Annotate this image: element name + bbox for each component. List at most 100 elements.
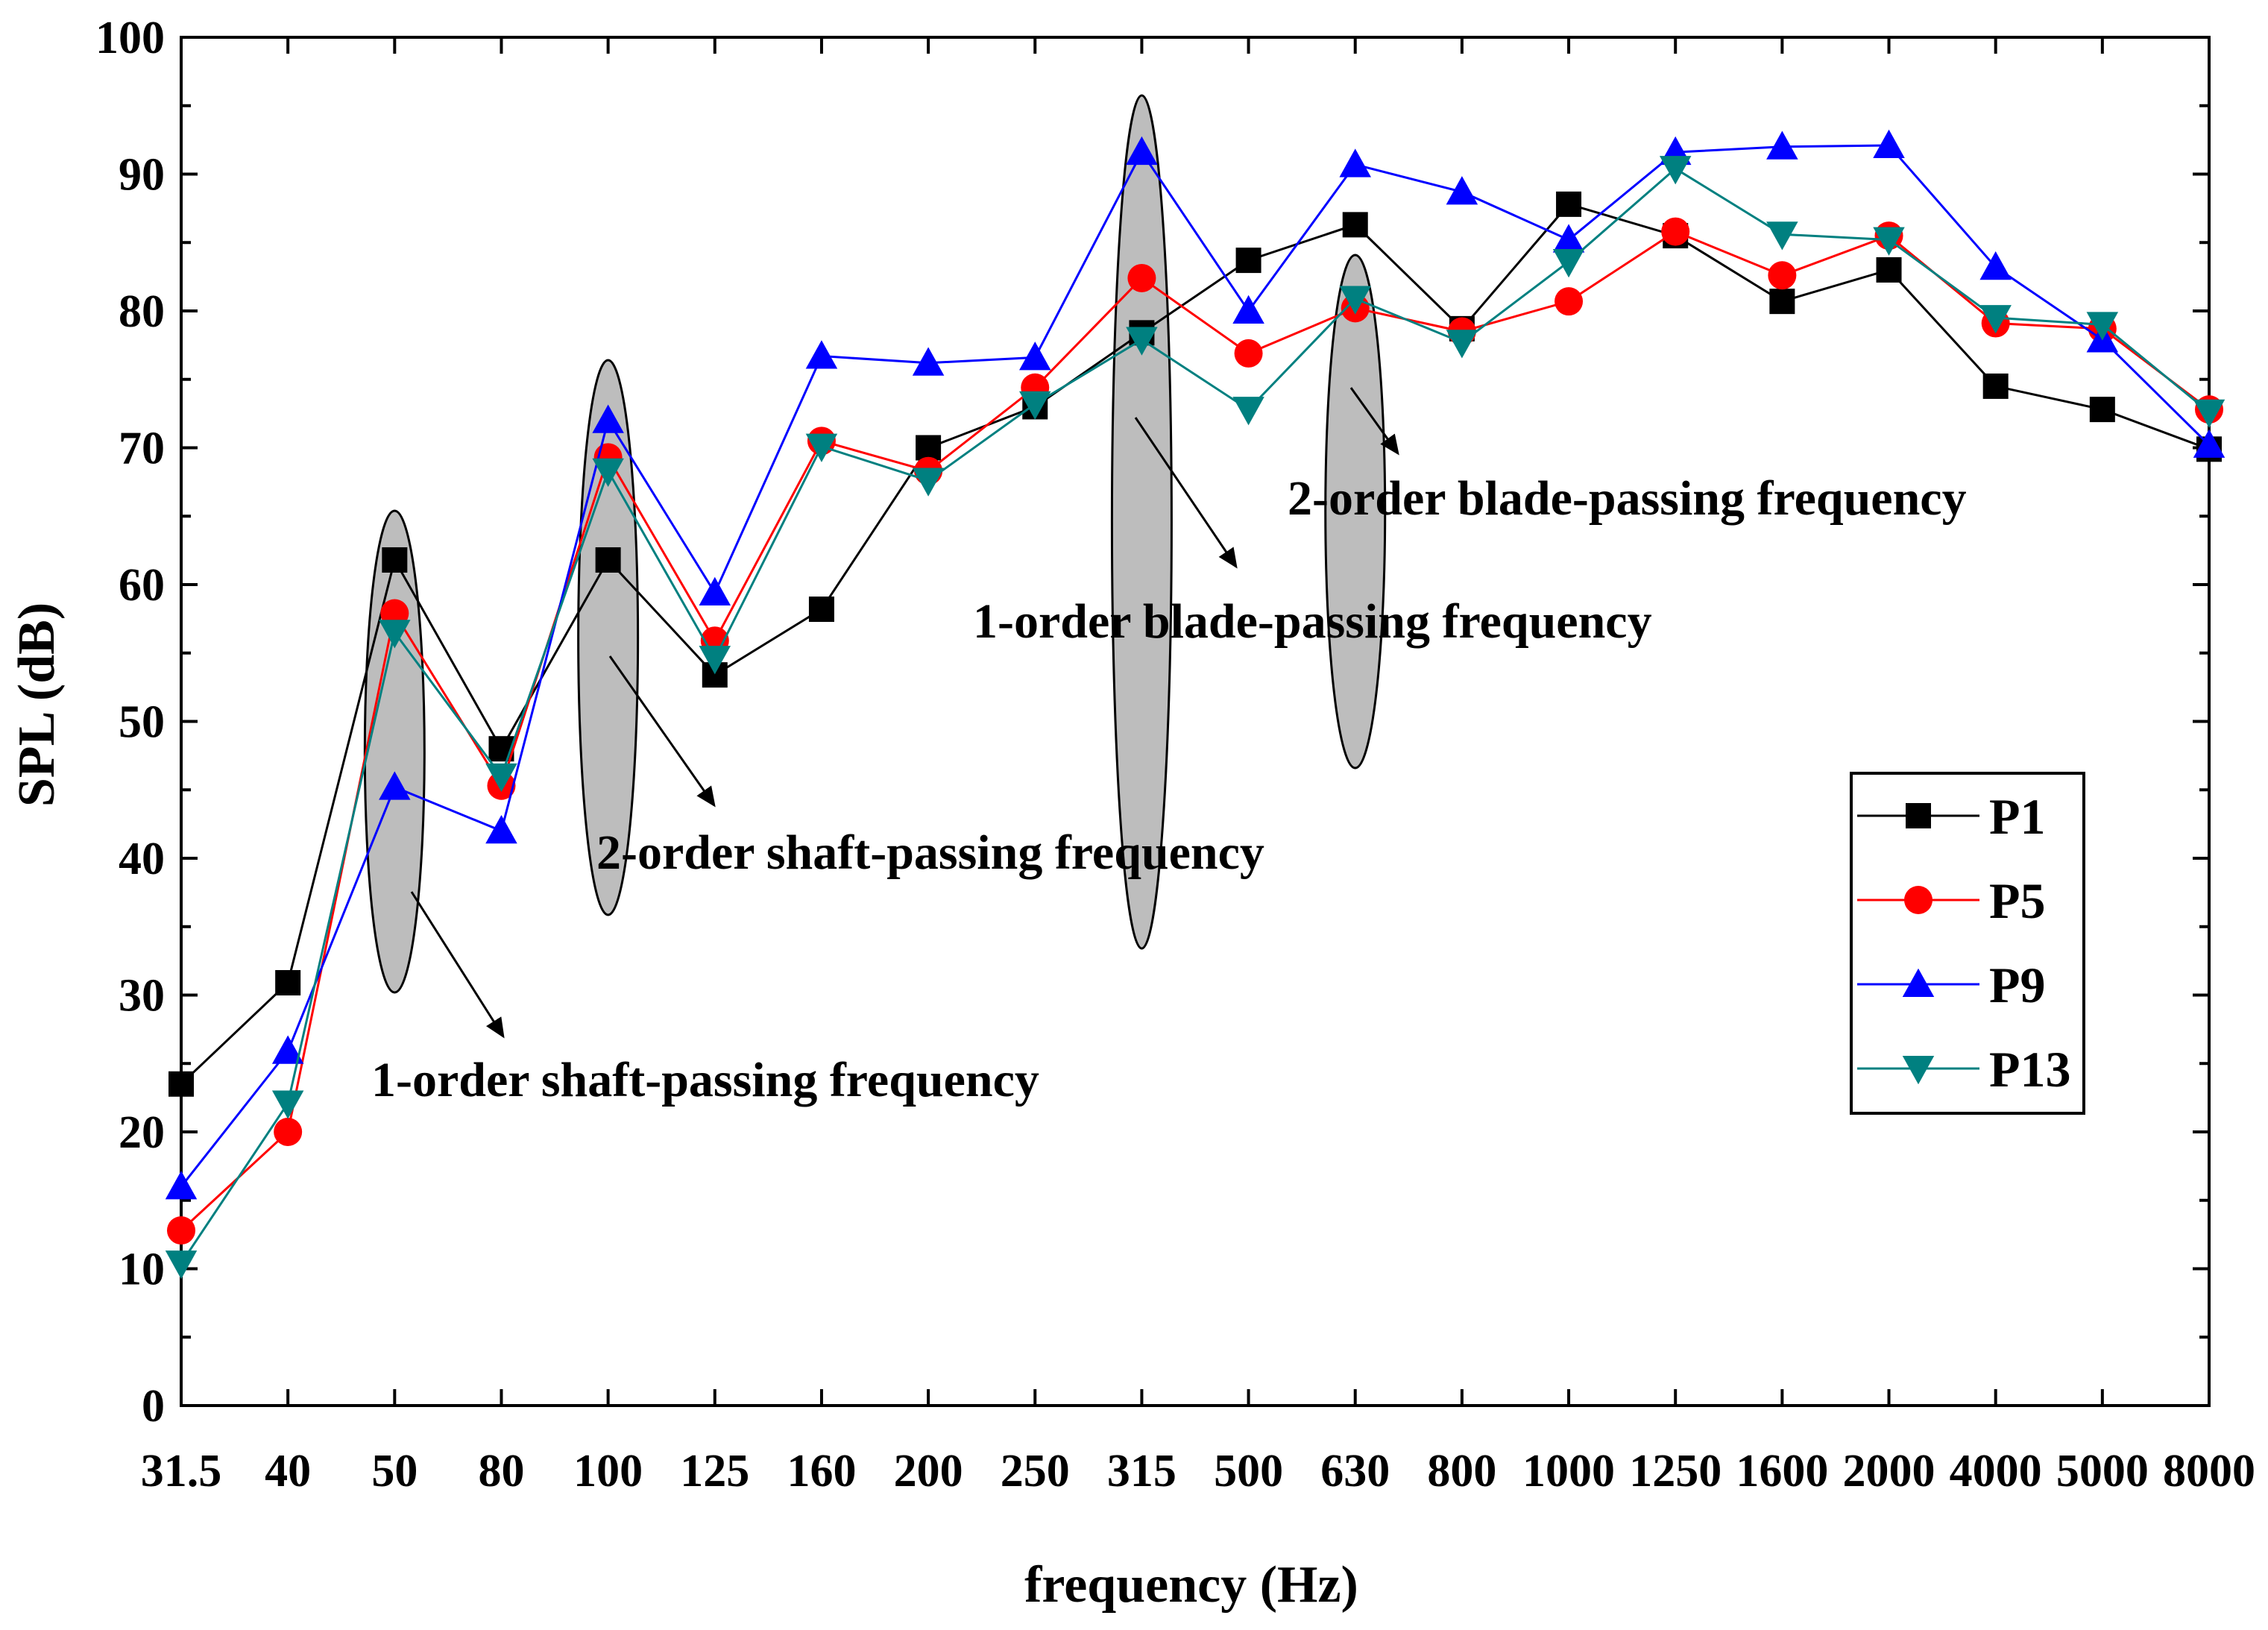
highlight-ellipse xyxy=(363,509,426,994)
data-point-triangle-down xyxy=(1979,305,2012,334)
data-point-triangle-up xyxy=(1232,295,1264,324)
series-line xyxy=(180,230,2210,1232)
x-tick-label: 500 xyxy=(1214,1446,1283,1497)
data-point-square xyxy=(808,597,834,623)
series-line xyxy=(180,167,2210,1264)
data-point-triangle-up xyxy=(1873,129,1905,158)
data-point-triangle-up xyxy=(1552,224,1585,253)
highlight-ellipse xyxy=(1110,94,1173,950)
y-tick-label: 60 xyxy=(119,560,165,611)
legend-box xyxy=(1850,772,2085,1115)
highlight-ellipse xyxy=(1324,254,1387,770)
data-point-circle xyxy=(1554,287,1584,316)
annotation-arrow xyxy=(410,891,505,1039)
data-point-triangle-up xyxy=(2193,429,2226,458)
data-point-triangle-up xyxy=(592,404,624,433)
data-point-triangle-down xyxy=(912,468,945,497)
x-tick-label: 630 xyxy=(1320,1446,1390,1497)
data-point-triangle-down xyxy=(699,646,731,675)
data-point-triangle-up xyxy=(1902,968,1935,997)
data-point-circle xyxy=(1661,217,1690,246)
x-tick-label: 1600 xyxy=(1736,1446,1828,1497)
series-line xyxy=(180,203,2210,1085)
data-point-circle xyxy=(1768,261,1797,290)
legend-item-p5: P5 xyxy=(1857,872,2046,929)
data-point-square xyxy=(2089,397,2115,423)
annotation-label: 1-order shaft-passing frequency xyxy=(371,1053,1039,1107)
data-point-triangle-up xyxy=(1766,130,1798,160)
data-point-square xyxy=(275,969,301,995)
data-point-triangle-up xyxy=(1126,136,1158,166)
x-tick-labels: 31.5 40 50 80 100 125 160 200 250 315 500 630 800 100… xyxy=(141,1446,2255,1497)
data-point-triangle-up xyxy=(271,1035,304,1064)
data-point-triangle-down xyxy=(805,433,838,462)
data-point-square xyxy=(168,1071,194,1097)
data-point-triangle-up xyxy=(805,340,838,369)
data-point-triangle-down xyxy=(271,1090,304,1119)
data-point-circle xyxy=(274,1118,303,1146)
series-line xyxy=(180,144,2211,1188)
x-axis-title: frequency (Hz) xyxy=(1024,1556,1358,1614)
legend-label: P1 xyxy=(1989,788,2046,845)
data-point-triangle-down xyxy=(1019,391,1051,421)
y-axis-title: SPL (dB) xyxy=(8,602,66,807)
x-tick-label: 8000 xyxy=(2163,1446,2255,1497)
data-point-triangle-up xyxy=(1979,251,2012,280)
y-tick-label: 30 xyxy=(119,971,165,1022)
data-point-square xyxy=(1906,803,1931,828)
y-tick-label: 10 xyxy=(119,1244,165,1295)
annotation-arrow xyxy=(1134,417,1238,569)
data-point-triangle-down xyxy=(1446,330,1478,359)
x-tick-label: 1250 xyxy=(1629,1446,1722,1497)
legend-item-p9: P9 xyxy=(1857,957,2046,1013)
legend-item-p13: P13 xyxy=(1857,1041,2071,1098)
data-point-triangle-down xyxy=(1902,1056,1935,1085)
series-p9 xyxy=(165,129,2226,1200)
series-p13 xyxy=(165,156,2226,1280)
data-point-triangle-up xyxy=(912,347,945,376)
data-point-square xyxy=(1982,373,2009,399)
data-point-square xyxy=(595,547,621,573)
x-tick-label: 315 xyxy=(1107,1446,1176,1497)
annotations: 1-order shaft-passing frequency 2-order s… xyxy=(371,387,1967,1107)
y-tick-label: 90 xyxy=(119,150,165,201)
data-point-triangle-down xyxy=(1552,248,1585,278)
x-tick-label: 1000 xyxy=(1522,1446,1615,1497)
data-point-circle xyxy=(1127,263,1156,292)
data-point-circle xyxy=(167,1216,195,1245)
data-point-square xyxy=(916,435,942,461)
annotation-label: 1-order blade-passing frequency xyxy=(973,594,1652,649)
data-point-triangle-up xyxy=(1339,148,1371,177)
x-tick-label: 250 xyxy=(1001,1446,1070,1497)
y-tick-labels: 0 10 20 30 40 50 60 70 80 90 100 xyxy=(95,13,165,1432)
legend-label: P5 xyxy=(1989,872,2046,929)
annotation-arrow xyxy=(1349,387,1399,456)
x-tick-label: 5000 xyxy=(2056,1446,2149,1497)
x-tick-label: 40 xyxy=(265,1446,311,1497)
data-point-square xyxy=(1876,257,1902,283)
data-point-triangle-down xyxy=(1232,397,1264,426)
highlight-ellipses xyxy=(363,94,1387,994)
data-point-triangle-down xyxy=(1873,227,1905,256)
y-tick-label: 40 xyxy=(119,834,165,884)
data-point-triangle-down xyxy=(2193,399,2226,429)
data-point-square xyxy=(1556,191,1582,217)
legend-item-p1: P1 xyxy=(1857,788,2046,845)
data-point-square xyxy=(382,547,408,573)
annotation-label: 2-order blade-passing frequency xyxy=(1288,471,1967,526)
data-point-circle xyxy=(1904,886,1932,914)
y-tick-label: 50 xyxy=(119,697,165,748)
axes xyxy=(180,36,2211,1407)
legend-label: P13 xyxy=(1989,1041,2071,1098)
x-tick-label: 4000 xyxy=(1950,1446,2042,1497)
data-point-triangle-down xyxy=(379,620,411,649)
annotation-label: 2-order shaft-passing frequency xyxy=(596,825,1264,880)
y-tick-label: 20 xyxy=(119,1107,165,1158)
data-point-triangle-down xyxy=(1339,286,1371,315)
data-point-triangle-down xyxy=(1659,156,1692,185)
x-tick-label: 125 xyxy=(680,1446,749,1497)
data-point-triangle-down xyxy=(485,763,517,793)
x-tick-label: 200 xyxy=(894,1446,963,1497)
x-tick-label: 160 xyxy=(787,1446,856,1497)
x-tick-label: 100 xyxy=(573,1446,643,1497)
